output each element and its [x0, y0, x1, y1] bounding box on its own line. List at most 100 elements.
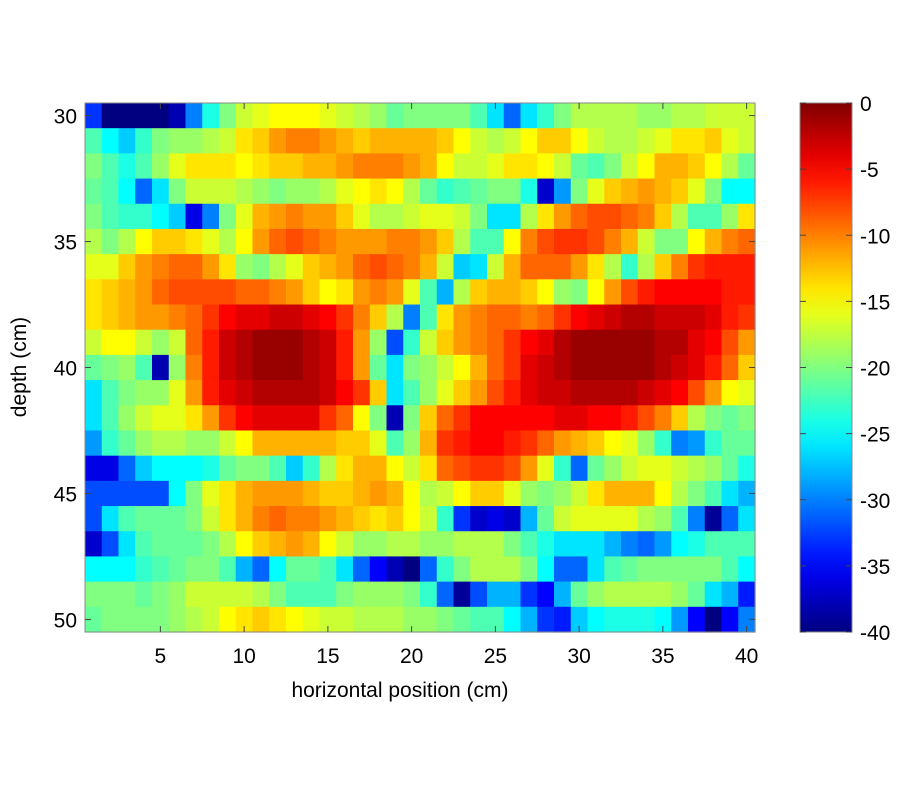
heatmap-cell	[202, 380, 220, 406]
heatmap-cell	[235, 203, 254, 230]
heatmap-cell	[168, 380, 187, 406]
heatmap-cell	[604, 380, 622, 406]
heatmap-cell	[252, 581, 270, 608]
heatmap-cell	[386, 128, 404, 154]
heatmap-cell	[135, 430, 153, 457]
x-tick-label: 15	[316, 645, 339, 668]
heatmap-cell	[369, 430, 388, 457]
heatmap-cell	[235, 329, 254, 356]
heatmap-cell	[503, 304, 522, 331]
heatmap-cell	[319, 128, 337, 154]
heatmap-cell	[721, 455, 739, 482]
heatmap-cell	[219, 153, 237, 180]
heatmap-cell	[503, 128, 522, 154]
heatmap-cell	[436, 354, 455, 381]
heatmap-cell	[654, 531, 672, 558]
heatmap-cell	[503, 380, 522, 406]
heatmap-cell	[721, 506, 739, 532]
heatmap-cell	[621, 581, 639, 608]
heatmap-cell	[101, 228, 120, 255]
heatmap-cell	[587, 228, 605, 255]
heatmap-cell	[386, 329, 404, 356]
heatmap-cell	[336, 128, 354, 154]
heatmap-cell	[353, 203, 371, 230]
heatmap-cell	[420, 128, 438, 154]
heatmap-cell	[420, 178, 438, 205]
heatmap-cell	[235, 228, 254, 255]
heatmap-cell	[286, 279, 304, 306]
heatmap-cell	[386, 455, 404, 482]
heatmap-cell	[520, 153, 538, 180]
heatmap-cell	[219, 380, 237, 406]
heatmap-cell	[386, 178, 404, 205]
heatmap-cell	[252, 405, 270, 432]
heatmap-cell	[537, 329, 555, 356]
heatmap-cell	[604, 531, 622, 558]
heatmap-cell	[470, 531, 488, 558]
heatmap-cell	[570, 556, 589, 583]
heatmap-cell	[436, 178, 455, 205]
heatmap-cell	[453, 531, 471, 558]
heatmap-cell	[420, 329, 438, 356]
heatmap-cell	[369, 153, 388, 180]
heatmap-cell	[135, 556, 153, 583]
heatmap-cell	[353, 581, 371, 608]
heatmap-cell	[369, 380, 388, 406]
heatmap-cell	[235, 480, 254, 507]
heatmap-cell	[202, 228, 220, 255]
heatmap-cell	[118, 405, 136, 432]
heatmap-cell	[654, 178, 672, 205]
heatmap-cell	[168, 506, 187, 532]
colorbar-tick-label: 0	[860, 93, 872, 116]
heatmap-cell	[336, 506, 354, 532]
heatmap-cell	[302, 153, 321, 180]
heatmap-cell	[604, 606, 622, 633]
heatmap-cell	[302, 506, 321, 532]
heatmap-cell	[219, 556, 237, 583]
heatmap-cell	[570, 228, 589, 255]
heatmap-cell	[252, 556, 270, 583]
x-axis-label: horizontal position (cm)	[291, 679, 508, 702]
heatmap-cell	[118, 279, 136, 306]
heatmap-cell	[671, 354, 689, 381]
heatmap-cell	[621, 153, 639, 180]
heatmap-cell	[101, 329, 120, 356]
heatmap-cell	[202, 153, 220, 180]
heatmap-cell	[453, 380, 471, 406]
heatmap-cell	[503, 556, 522, 583]
heatmap-cell	[286, 455, 304, 482]
heatmap-cell	[453, 103, 471, 129]
heatmap-cell	[654, 103, 672, 129]
heatmap-cell	[168, 581, 187, 608]
heatmap-cell	[637, 279, 656, 306]
heatmap-cell	[654, 203, 672, 230]
heatmap-cell	[85, 329, 103, 356]
heatmap-cell	[537, 606, 555, 633]
heatmap-cell	[386, 531, 404, 558]
heatmap-cell	[319, 354, 337, 381]
heatmap-cell	[118, 304, 136, 331]
heatmap-cell	[721, 329, 739, 356]
heatmap-cell	[403, 254, 421, 280]
heatmap-cell	[637, 606, 656, 633]
heatmap-cell	[353, 556, 371, 583]
heatmap-cell	[85, 128, 103, 154]
heatmap-cell	[219, 128, 237, 154]
heatmap-cell	[269, 203, 287, 230]
heatmap-cell	[503, 153, 522, 180]
heatmap-cell	[353, 354, 371, 381]
heatmap-cell	[85, 304, 103, 331]
heatmap-cell	[386, 506, 404, 532]
heatmap-cell	[520, 254, 538, 280]
heatmap-cell	[470, 480, 488, 507]
heatmap-cell	[520, 329, 538, 356]
heatmap-cell	[503, 354, 522, 381]
heatmap-cell	[503, 455, 522, 482]
heatmap-cell	[219, 405, 237, 432]
heatmap-cell	[336, 354, 354, 381]
heatmap-cell	[587, 430, 605, 457]
heatmap-cell	[570, 304, 589, 331]
heatmap-cell	[302, 455, 321, 482]
heatmap-cell	[420, 606, 438, 633]
heatmap-cell	[621, 203, 639, 230]
